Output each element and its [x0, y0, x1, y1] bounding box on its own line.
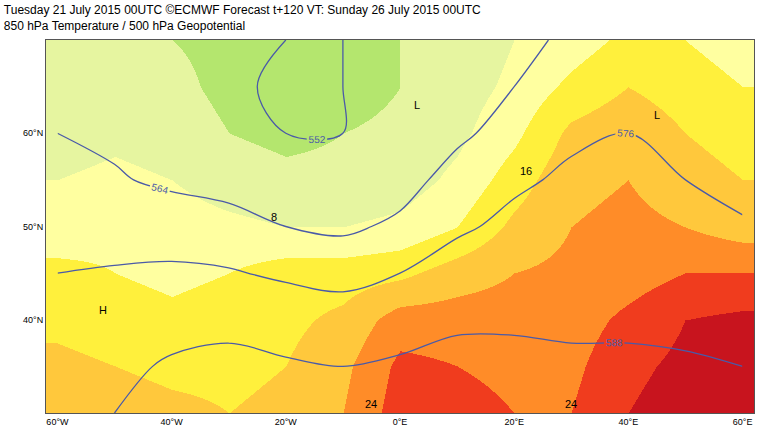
svg-text:40°E: 40°E — [619, 417, 639, 427]
svg-text:Tuesday 21 July 2015 00UTC ©EC: Tuesday 21 July 2015 00UTC ©ECMWF Foreca… — [4, 3, 481, 33]
svg-text:40°W: 40°W — [161, 417, 184, 427]
svg-text:564: 564 — [150, 181, 169, 196]
svg-text:0°E: 0°E — [393, 417, 408, 427]
svg-text:60°E: 60°E — [733, 417, 753, 427]
svg-text:50°N: 50°N — [23, 222, 43, 232]
svg-text:24: 24 — [565, 398, 577, 410]
svg-text:60°N: 60°N — [23, 128, 43, 138]
svg-text:H: H — [99, 304, 107, 316]
svg-text:8: 8 — [271, 211, 277, 223]
svg-text:L: L — [654, 109, 660, 121]
svg-text:20°E: 20°E — [504, 417, 524, 427]
svg-text:576: 576 — [617, 127, 635, 139]
svg-text:24: 24 — [365, 398, 377, 410]
svg-text:16: 16 — [520, 165, 532, 177]
svg-text:552: 552 — [309, 134, 326, 145]
svg-text:L: L — [414, 99, 420, 111]
svg-text:588: 588 — [606, 337, 623, 348]
svg-text:60°W: 60°W — [46, 417, 69, 427]
svg-text:20°W: 20°W — [275, 417, 298, 427]
svg-text:40°N: 40°N — [23, 315, 43, 325]
